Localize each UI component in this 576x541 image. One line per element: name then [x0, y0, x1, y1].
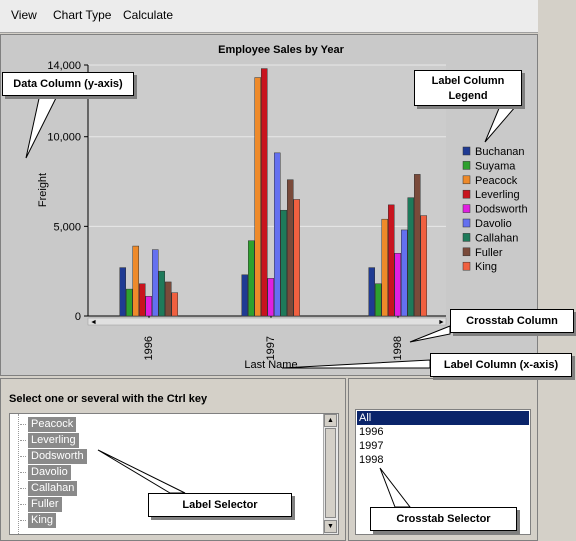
label-list-scrollbar[interactable]: ▲ ▼ [323, 414, 338, 534]
bar-leverling-1998 [388, 204, 395, 317]
bar-peacock-1998 [381, 218, 388, 317]
tree-line [18, 414, 20, 534]
bar-dodsworth-1997 [267, 278, 274, 317]
bar-fuller-1998 [414, 174, 421, 317]
label-item-text: Fuller [28, 497, 62, 512]
crosstab-item-1997[interactable]: 1997 [359, 440, 384, 452]
chart-scroll-left-icon: ◄ [90, 319, 97, 326]
callout-legend-line2: Legend [448, 90, 488, 102]
bar-suyama-1996 [126, 288, 133, 317]
legend-label-suyama: Suyama [475, 160, 516, 172]
legend-label-peacock: Peacock [475, 175, 518, 187]
callout-label-column-x: Label Column (x-axis) [430, 353, 572, 377]
scroll-thumb[interactable] [325, 428, 336, 518]
bar-dodsworth-1998 [394, 253, 401, 317]
bar-davolio-1997 [274, 152, 281, 317]
menu-calculate[interactable]: Calculate [123, 8, 174, 22]
tree-connector [20, 440, 26, 441]
legend-label-buchanan: Buchanan [475, 146, 525, 158]
legend-swatch-fuller [462, 247, 471, 257]
legend-swatch-peacock [462, 175, 471, 185]
bar-king-1998 [420, 215, 427, 317]
bar-suyama-1997 [248, 240, 255, 317]
label-item-text: Callahan [28, 481, 78, 496]
chart-scrollbar [87, 317, 447, 326]
bar-dodsworth-1996 [145, 296, 152, 317]
legend-label-callahan: Callahan [475, 232, 518, 244]
bar-buchanan-1997 [241, 274, 248, 317]
bar-callahan-1998 [407, 197, 414, 317]
y-tick-label: 10,000 [47, 132, 81, 144]
x-axis-label: Last Name [244, 359, 297, 371]
legend-label-king: King [475, 261, 497, 273]
y-tick-label: 5,000 [53, 221, 81, 233]
y-tick-label: 14,000 [47, 60, 81, 72]
bar-chart: Employee Sales by Year 0 5,000 10,000 14,000… [37, 44, 528, 371]
scroll-up-button[interactable]: ▲ [324, 414, 337, 427]
menu-bar: View Chart Type Calculate [0, 0, 538, 33]
bar-callahan-1996 [158, 270, 165, 317]
legend-swatch-buchanan [462, 146, 471, 156]
y-tick-label: 0 [75, 311, 81, 323]
legend-swatch-suyama [462, 161, 471, 170]
crosstab-item-all[interactable]: All [357, 411, 529, 425]
x-tick-label: 1996 [143, 336, 155, 360]
chart-scroll-right-icon: ► [438, 319, 445, 326]
legend-label-fuller: Fuller [475, 247, 503, 259]
legend-swatch-leverling [462, 189, 471, 199]
selector-prompt: Select one or several with the Ctrl key [9, 393, 208, 405]
legend-label-davolio: Davolio [475, 218, 512, 230]
crosstab-item-1996[interactable]: 1996 [359, 426, 384, 438]
label-item-text: Leverling [28, 433, 79, 448]
bar-leverling-1996 [139, 283, 146, 317]
bar-davolio-1998 [401, 229, 408, 317]
callout-crosstab-column: Crosstab Column [450, 309, 574, 333]
bar-peacock-1996 [132, 245, 139, 317]
tree-connector [20, 488, 26, 489]
scroll-down-button[interactable]: ▼ [324, 520, 337, 533]
tree-connector [20, 520, 26, 521]
bar-buchanan-1998 [368, 267, 375, 317]
legend-swatch-callahan [462, 233, 471, 242]
callout-crosstab-selector: Crosstab Selector [370, 507, 517, 531]
tree-connector [20, 504, 26, 505]
legend-swatch-dodsworth [462, 204, 471, 213]
callout-label-selector: Label Selector [148, 493, 292, 517]
label-item-text: King [28, 513, 57, 528]
legend-label-leverling: Leverling [475, 189, 520, 201]
legend-swatch-davolio [462, 218, 471, 228]
label-item-text: Peacock [28, 417, 77, 432]
crosstab-item-1998[interactable]: 1998 [359, 454, 384, 466]
bar-suyama-1998 [375, 283, 382, 317]
bar-callahan-1997 [280, 209, 287, 317]
label-item-text: Davolio [28, 465, 71, 480]
menu-view[interactable]: View [11, 8, 37, 22]
x-tick-label: 1998 [392, 336, 404, 360]
tree-connector [20, 456, 26, 457]
menu-chart-type[interactable]: Chart Type [53, 8, 112, 22]
bar-davolio-1996 [152, 249, 159, 317]
label-item-text: Dodsworth [28, 449, 87, 464]
x-tick-label: 1997 [265, 336, 277, 360]
bar-peacock-1997 [254, 77, 261, 317]
y-axis-label: Freight [37, 173, 49, 207]
bar-buchanan-1996 [119, 267, 126, 317]
bar-king-1996 [171, 292, 178, 317]
callout-legend-line1: Label Column [431, 75, 505, 87]
legend-label-dodsworth: Dodsworth [475, 204, 528, 216]
bar-fuller-1997 [287, 179, 294, 317]
bar-fuller-1996 [165, 281, 172, 317]
chart-title: Employee Sales by Year [218, 44, 344, 56]
bar-king-1997 [293, 199, 300, 317]
legend-swatch-king [462, 261, 471, 271]
callout-data-column: Data Column (y-axis) [2, 72, 134, 96]
callout-legend: Label Column Legend [414, 70, 522, 106]
tree-connector [20, 472, 26, 473]
bar-leverling-1997 [261, 68, 268, 317]
tree-connector [20, 424, 26, 425]
